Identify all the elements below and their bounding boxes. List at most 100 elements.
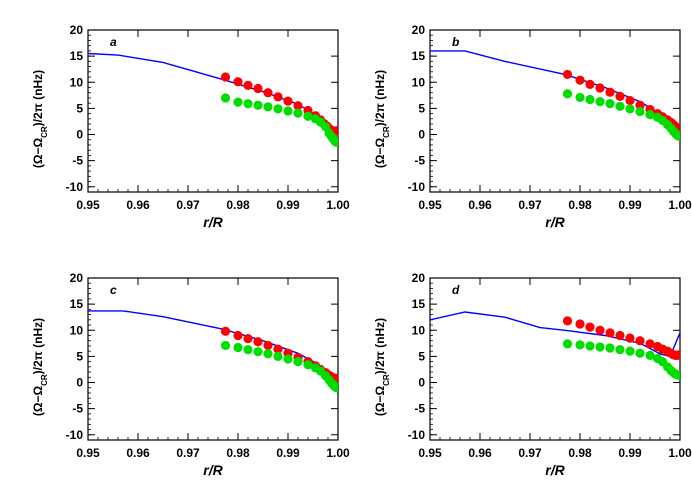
y-tick-label: -10 bbox=[408, 180, 426, 194]
y-tick-label: 5 bbox=[76, 101, 83, 115]
red-data-point bbox=[625, 333, 635, 343]
green-data-point bbox=[635, 106, 645, 117]
green-data-point bbox=[585, 94, 595, 105]
green-data-point bbox=[283, 106, 293, 116]
axes-frame bbox=[87, 277, 339, 441]
red-data-point bbox=[220, 72, 231, 82]
green-data-point bbox=[243, 99, 253, 109]
panel-label: c bbox=[110, 283, 117, 297]
x-tick-label: 0.97 bbox=[176, 198, 200, 212]
x-tick-label: 0.97 bbox=[176, 446, 200, 460]
red-data-point bbox=[585, 79, 595, 89]
green-data-point bbox=[625, 104, 635, 114]
y-tick-label: 15 bbox=[412, 49, 426, 63]
y-tick-label: 5 bbox=[418, 349, 425, 363]
y-axis-label-subscript: CR bbox=[382, 126, 391, 138]
green-data-point bbox=[645, 350, 655, 360]
plot-area bbox=[88, 310, 338, 393]
y-tick-label: 5 bbox=[418, 101, 425, 115]
red-data-point bbox=[562, 69, 573, 80]
red-data-point bbox=[575, 319, 585, 329]
green-data-point bbox=[233, 97, 243, 107]
x-tick-label: 0.99 bbox=[276, 198, 300, 212]
green-data-point bbox=[635, 348, 645, 358]
y-tick-label: 10 bbox=[412, 323, 426, 337]
red-data-point bbox=[605, 328, 615, 338]
y-axis-label-part: )/2π (nHz) bbox=[31, 318, 45, 375]
red-data-point bbox=[595, 83, 605, 93]
green-data-point bbox=[263, 102, 273, 112]
red-data-point bbox=[595, 325, 605, 335]
y-tick-label: -5 bbox=[414, 402, 425, 416]
plot-area bbox=[430, 50, 680, 141]
green-data-point bbox=[253, 347, 263, 357]
y-axis-label-subscript: CR bbox=[40, 126, 49, 138]
red-data-point bbox=[575, 75, 585, 85]
x-tick-label: 0.96 bbox=[468, 446, 492, 460]
green-data-point bbox=[263, 349, 273, 359]
x-axis-label: r/R bbox=[203, 214, 223, 230]
green-data-point bbox=[273, 351, 283, 361]
x-tick-label: 0.95 bbox=[418, 446, 442, 460]
red-data-point bbox=[562, 316, 573, 326]
y-axis-label-part: (Ω−Ω bbox=[373, 138, 387, 169]
plot-area bbox=[88, 52, 338, 147]
model-line bbox=[88, 52, 336, 132]
green-data-point bbox=[220, 340, 231, 351]
y-axis-label-part: (Ω−Ω bbox=[373, 386, 387, 417]
green-data-point bbox=[673, 131, 680, 141]
x-axis-label: r/R bbox=[545, 214, 565, 230]
x-tick-label: 0.95 bbox=[76, 446, 100, 460]
red-data-point bbox=[645, 339, 655, 349]
x-tick-label: 0.95 bbox=[76, 198, 100, 212]
green-data-point bbox=[562, 339, 573, 349]
panel-label: d bbox=[452, 283, 460, 297]
red-data-point bbox=[615, 91, 625, 101]
red-data-point bbox=[605, 87, 615, 97]
green-data-point bbox=[575, 92, 585, 103]
red-data-point bbox=[283, 96, 293, 106]
y-tick-label: 20 bbox=[412, 23, 426, 37]
y-tick-label: 15 bbox=[70, 297, 84, 311]
model-line bbox=[430, 50, 678, 130]
panel-a: 0.95 0.96 0.97 0.98 0.99 1.00 -10 -5 0 5 10 15 20 r/R… bbox=[31, 23, 350, 230]
green-data-point bbox=[273, 104, 283, 114]
y-tick-label: 0 bbox=[418, 128, 425, 142]
green-data-point bbox=[585, 341, 595, 351]
y-tick-label: 20 bbox=[412, 271, 426, 285]
green-data-point bbox=[220, 93, 231, 103]
y-axis-label: (Ω−ΩCR)/2π (nHz) bbox=[373, 318, 391, 416]
green-data-point bbox=[562, 89, 573, 99]
x-tick-label: 1.00 bbox=[326, 446, 350, 460]
panel-c: 0.95 0.96 0.97 0.98 0.99 1.00 -10 -5 0 5 10 15 20 r/R… bbox=[31, 271, 350, 478]
x-tick-label: 0.97 bbox=[518, 446, 542, 460]
axes-frame bbox=[429, 29, 681, 193]
x-tick-label: 0.97 bbox=[518, 198, 542, 212]
panel-label: b bbox=[452, 35, 459, 49]
red-data-point bbox=[243, 80, 253, 90]
red-data-point bbox=[233, 77, 243, 87]
plot-area bbox=[430, 311, 680, 380]
green-data-point bbox=[605, 99, 615, 109]
green-data-point bbox=[331, 383, 338, 393]
red-data-point bbox=[220, 326, 231, 336]
red-data-point bbox=[263, 340, 273, 351]
axes-frame bbox=[429, 277, 681, 441]
y-tick-label: 20 bbox=[70, 271, 84, 285]
green-data-point bbox=[575, 340, 585, 350]
red-data-point bbox=[293, 101, 303, 111]
x-tick-label: 1.00 bbox=[668, 446, 692, 460]
y-axis-label-subscript: CR bbox=[382, 374, 391, 386]
x-tick-label: 0.95 bbox=[418, 198, 442, 212]
red-data-point bbox=[243, 334, 253, 344]
y-tick-label: 10 bbox=[70, 75, 84, 89]
red-data-point bbox=[273, 92, 283, 102]
green-data-point bbox=[293, 108, 303, 118]
x-tick-label: 0.96 bbox=[126, 198, 150, 212]
red-data-point bbox=[273, 344, 283, 354]
green-data-point bbox=[233, 342, 243, 353]
red-data-point bbox=[673, 350, 680, 360]
y-axis-label-part: )/2π (nHz) bbox=[31, 70, 45, 127]
green-data-point bbox=[243, 344, 253, 355]
x-axis-label: r/R bbox=[203, 462, 223, 478]
